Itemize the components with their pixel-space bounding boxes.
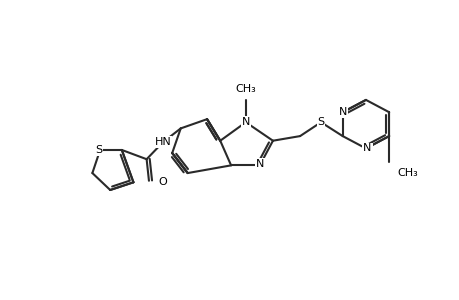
Text: CH₃: CH₃	[235, 84, 256, 94]
Text: N: N	[241, 117, 250, 127]
Text: S: S	[317, 117, 324, 127]
Text: N: N	[255, 159, 263, 169]
Text: O: O	[158, 177, 167, 187]
Text: N: N	[338, 107, 346, 117]
Text: CH₃: CH₃	[396, 168, 417, 178]
Text: N: N	[363, 143, 371, 153]
Text: S: S	[95, 145, 102, 155]
Text: HN: HN	[154, 137, 171, 147]
